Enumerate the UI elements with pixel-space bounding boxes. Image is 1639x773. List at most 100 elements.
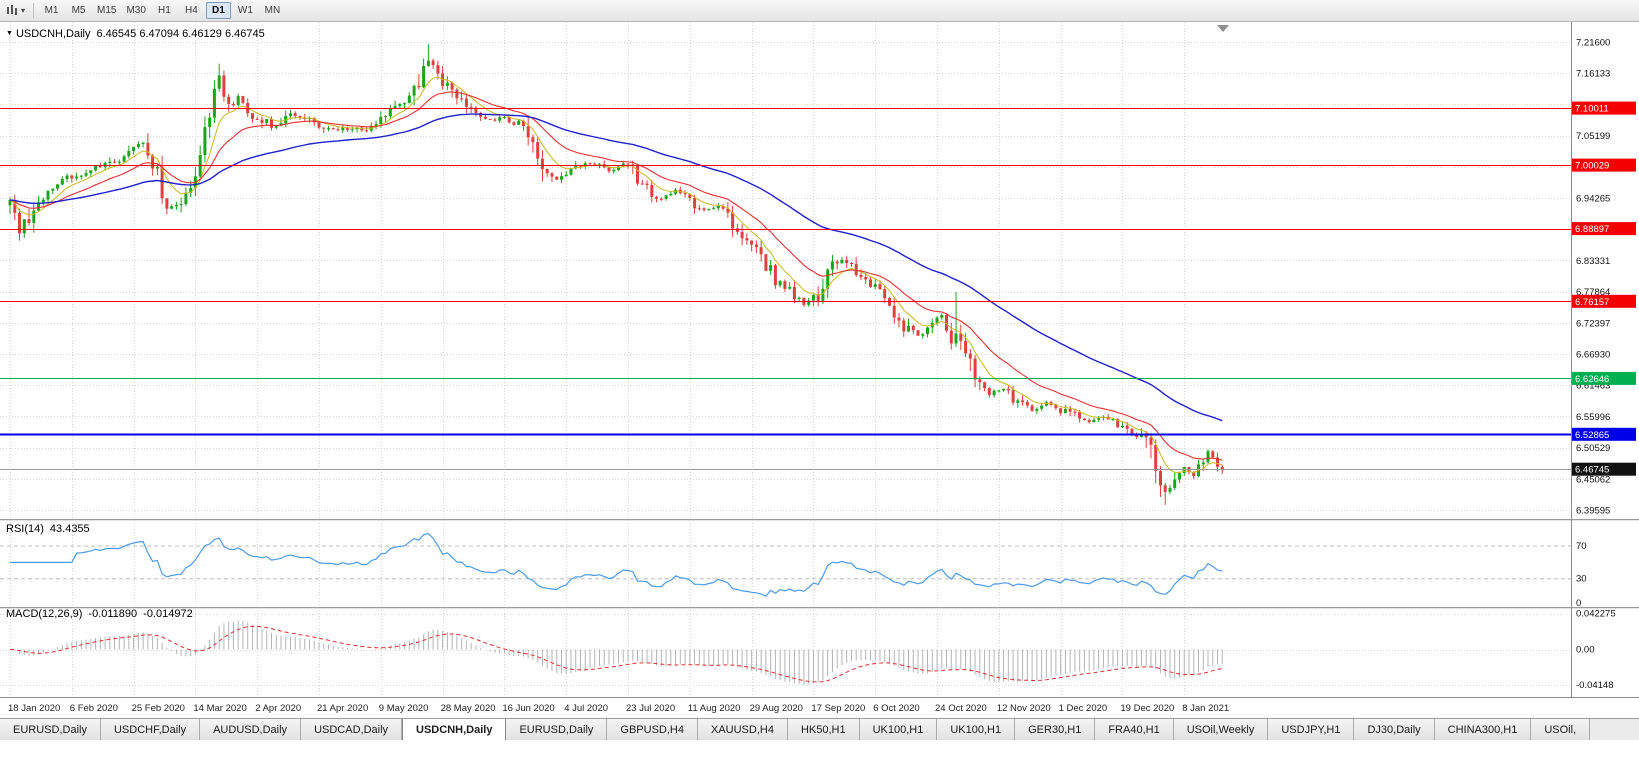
- svg-text:6.55996: 6.55996: [1576, 412, 1610, 423]
- svg-text:6.46745: 6.46745: [1575, 465, 1609, 476]
- chart-tab-fra40-h1[interactable]: FRA40,H1: [1095, 719, 1174, 740]
- svg-text:6.72397: 6.72397: [1576, 318, 1610, 329]
- chart-tab-eurusd-daily[interactable]: EURUSD,Daily: [506, 719, 608, 740]
- timeframe-button-D1[interactable]: D1: [205, 2, 231, 19]
- svg-text:6.62646: 6.62646: [1575, 374, 1609, 385]
- chart-type-icon[interactable]: ▾: [4, 2, 27, 20]
- svg-text:18 Jan 2020: 18 Jan 2020: [8, 703, 60, 714]
- candlesticks: [8, 44, 1224, 505]
- chart-tab-audusd-daily[interactable]: AUDUSD,Daily: [200, 719, 302, 740]
- rsi-level-lines: [0, 545, 1571, 580]
- timeframe-button-M15[interactable]: M15: [97, 5, 117, 16]
- macd-name: MACD(12,26,9): [6, 608, 83, 620]
- price-axis-labels: 7.216007.161337.106667.051996.997326.942…: [1576, 38, 1616, 691]
- collapse-triangle-icon[interactable]: ▼: [6, 30, 13, 37]
- macd-label: MACD(12,26,9) -0.011890 -0.014972: [6, 608, 193, 620]
- chart-shift-marker: [1217, 25, 1229, 32]
- chart-tab-usdcnh-daily[interactable]: USDCNH,Daily: [402, 719, 507, 740]
- svg-text:19 Dec 2020: 19 Dec 2020: [1120, 703, 1174, 714]
- timeframe-button-MN[interactable]: MN: [264, 5, 281, 16]
- svg-text:29 Aug 2020: 29 Aug 2020: [750, 703, 803, 714]
- timeframe-button-M5[interactable]: M5: [71, 5, 86, 16]
- chart-tab-eurusd-daily[interactable]: EURUSD,Daily: [0, 719, 101, 740]
- chart-tab-gbpusd-h4[interactable]: GBPUSD,H4: [607, 719, 698, 740]
- price-tag: 6.52865: [1572, 427, 1636, 441]
- status-bar: [0, 740, 1639, 773]
- macd-signal-line: [9, 625, 1223, 683]
- svg-text:-0.04148: -0.04148: [1576, 680, 1614, 691]
- svg-text:7.00029: 7.00029: [1575, 161, 1609, 172]
- timeframe-button-H1[interactable]: H1: [158, 5, 171, 16]
- chart-tab-dj30-daily[interactable]: DJ30,Daily: [1354, 719, 1435, 740]
- chart-tab-usdchf-daily[interactable]: USDCHF,Daily: [100, 719, 201, 740]
- svg-text:28 May 2020: 28 May 2020: [441, 703, 496, 714]
- svg-text:1 Dec 2020: 1 Dec 2020: [1059, 703, 1108, 714]
- macd-signal-value: -0.014972: [143, 608, 193, 620]
- rsi-label: RSI(14) 43.4355: [6, 523, 90, 535]
- svg-text:6 Oct 2020: 6 Oct 2020: [873, 703, 919, 714]
- svg-text:6.52865: 6.52865: [1575, 430, 1609, 441]
- chart-tab-usdcad-daily[interactable]: USDCAD,Daily: [301, 719, 403, 740]
- svg-text:6.76157: 6.76157: [1575, 297, 1609, 308]
- svg-text:0: 0: [1576, 598, 1581, 609]
- price-chart-canvas[interactable]: 7.216007.161337.106667.051996.997326.942…: [0, 22, 1639, 718]
- rsi-name: RSI(14): [6, 523, 44, 535]
- svg-text:70: 70: [1576, 541, 1587, 552]
- price-tag: 6.76157: [1572, 294, 1636, 308]
- svg-text:9 May 2020: 9 May 2020: [379, 703, 429, 714]
- price-tag: 6.62646: [1572, 371, 1636, 385]
- svg-text:6.94265: 6.94265: [1576, 194, 1610, 205]
- ma-slow-line: [9, 113, 1223, 422]
- macd-main-value: -0.011890: [88, 608, 138, 620]
- timeframe-button-M1[interactable]: M1: [44, 5, 59, 16]
- chevron-down-icon: ▾: [21, 6, 26, 15]
- svg-text:14 Mar 2020: 14 Mar 2020: [193, 703, 246, 714]
- chart-tab-uk100-h1[interactable]: UK100,H1: [937, 719, 1016, 740]
- chart-tab-hk50-h1[interactable]: HK50,H1: [787, 719, 860, 740]
- svg-text:6.77864: 6.77864: [1576, 287, 1610, 298]
- svg-text:12 Nov 2020: 12 Nov 2020: [997, 703, 1051, 714]
- chart-title: ▼ USDCNH,Daily 6.46545 6.47094 6.46129 6.4…: [6, 28, 265, 40]
- rsi-value: 43.4355: [49, 523, 90, 535]
- chart-tab-usoil-[interactable]: USOil,: [1531, 719, 1591, 740]
- price-tag: 7.00029: [1572, 158, 1636, 172]
- bar-chart-icon: [7, 5, 17, 15]
- svg-text:6.39595: 6.39595: [1576, 506, 1610, 517]
- chart-tab-usoil-weekly[interactable]: USOil,Weekly: [1173, 719, 1269, 740]
- grid-lines: [0, 22, 1571, 697]
- svg-text:6.61463: 6.61463: [1576, 381, 1610, 392]
- timeframe-button-M30[interactable]: M30: [126, 5, 146, 16]
- svg-text:7.21600: 7.21600: [1576, 38, 1610, 49]
- price-tag: 6.88897: [1572, 222, 1636, 236]
- svg-text:7.10011: 7.10011: [1575, 104, 1609, 115]
- chart-tab-uk100-h1[interactable]: UK100,H1: [859, 719, 938, 740]
- chart-tab-usdjpy-h1[interactable]: USDJPY,H1: [1268, 719, 1355, 740]
- svg-text:6.45062: 6.45062: [1576, 474, 1610, 485]
- chart-tab-xauusd-h4[interactable]: XAUUSD,H4: [697, 719, 788, 740]
- price-tag: 6.46745: [1572, 462, 1636, 476]
- pane-separators: [0, 22, 1639, 698]
- svg-text:25 Feb 2020: 25 Feb 2020: [132, 703, 185, 714]
- timeframe-buttons: M1 M5 M15 M30 H1 H4 D1 W1 MN: [39, 2, 285, 19]
- svg-text:4 Jul 2020: 4 Jul 2020: [564, 703, 608, 714]
- chart-tab-china300-h1[interactable]: CHINA300,H1: [1434, 719, 1532, 740]
- svg-text:11 Aug 2020: 11 Aug 2020: [688, 703, 741, 714]
- ma-fast-line: [9, 76, 1223, 474]
- timeframe-button-H4[interactable]: H4: [185, 5, 198, 16]
- svg-text:6.66930: 6.66930: [1576, 350, 1610, 361]
- svg-text:6 Feb 2020: 6 Feb 2020: [70, 703, 118, 714]
- chart-tab-bar: EURUSD,Daily USDCHF,Daily AUDUSD,Daily USDC…: [0, 718, 1639, 740]
- svg-text:24 Oct 2020: 24 Oct 2020: [935, 703, 987, 714]
- svg-text:7.05199: 7.05199: [1576, 131, 1610, 142]
- horizontal-lines: [0, 108, 1571, 470]
- svg-text:7.16133: 7.16133: [1576, 69, 1610, 80]
- timeframe-button-W1[interactable]: W1: [237, 5, 253, 16]
- chart-tab-ger30-h1[interactable]: GER30,H1: [1015, 719, 1096, 740]
- toolbar: ▾ M1 M5 M15 M30 H1 H4 D1 W1 MN: [0, 0, 1639, 22]
- macd-histogram: [14, 620, 1223, 685]
- chart-window[interactable]: 7.216007.161337.106667.051996.997326.942…: [0, 22, 1639, 718]
- svg-text:30: 30: [1576, 574, 1587, 585]
- svg-text:0.00: 0.00: [1576, 645, 1595, 656]
- svg-text:16 Jun 2020: 16 Jun 2020: [502, 703, 554, 714]
- svg-text:6.83331: 6.83331: [1576, 256, 1610, 267]
